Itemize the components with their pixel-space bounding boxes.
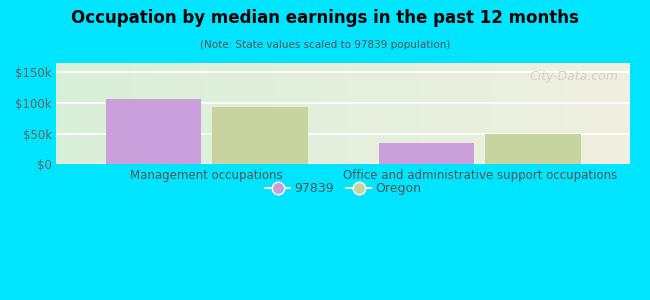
Bar	[485, 134, 580, 164]
Bar	[379, 143, 474, 164]
Text: City-Data.com: City-Data.com	[530, 70, 618, 83]
Legend: 97839, Oregon: 97839, Oregon	[261, 178, 426, 200]
Text: Occupation by median earnings in the past 12 months: Occupation by median earnings in the pas…	[71, 9, 579, 27]
Bar	[212, 107, 307, 164]
Bar	[106, 99, 202, 164]
Text: (Note: State values scaled to 97839 population): (Note: State values scaled to 97839 popu…	[200, 40, 450, 50]
